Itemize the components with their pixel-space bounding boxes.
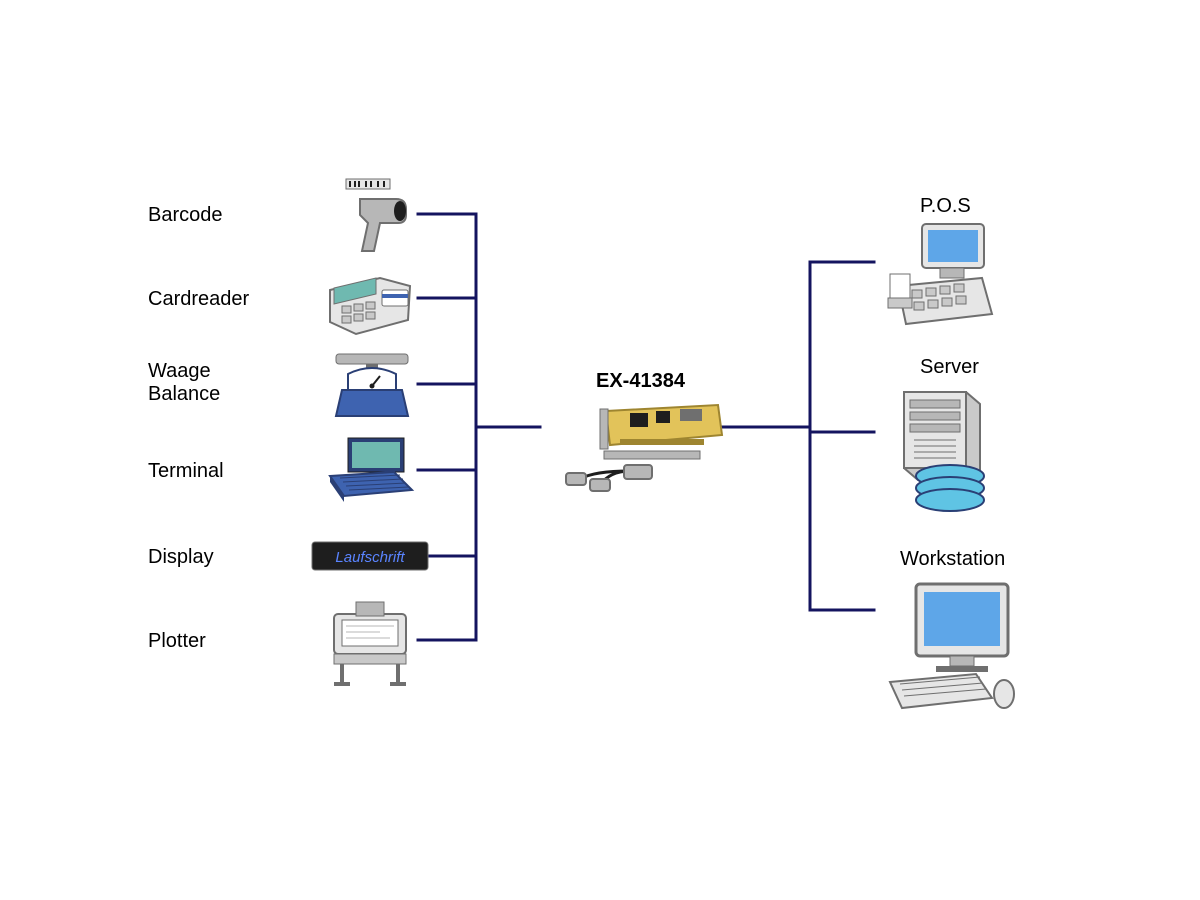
scale-icon — [330, 346, 414, 431]
pci-card-icon — [560, 393, 730, 508]
left-label-3: Terminal — [148, 460, 224, 483]
barcode-scanner-icon — [340, 175, 418, 258]
workstation-icon — [880, 578, 1020, 719]
center-title: EX-41384 — [596, 370, 685, 393]
pos-register-icon — [880, 218, 1000, 343]
left-label-0: Barcode — [148, 204, 223, 227]
right-label-0: P.O.S — [920, 195, 971, 218]
terminal-laptop-icon — [320, 432, 416, 515]
server-icon — [880, 384, 992, 517]
right-label-1: Server — [920, 356, 979, 379]
left-label-5: Plotter — [148, 630, 206, 653]
plotter-icon — [320, 596, 420, 693]
svg-text:Laufschrift: Laufschrift — [335, 549, 405, 566]
led-display-icon: Laufschrift — [310, 536, 430, 581]
left-label-2: Waage Balance — [148, 360, 220, 406]
left-label-4: Display — [148, 546, 214, 569]
card-reader-icon — [320, 260, 420, 345]
right-label-2: Workstation — [900, 548, 1005, 571]
left-label-1: Cardreader — [148, 288, 249, 311]
